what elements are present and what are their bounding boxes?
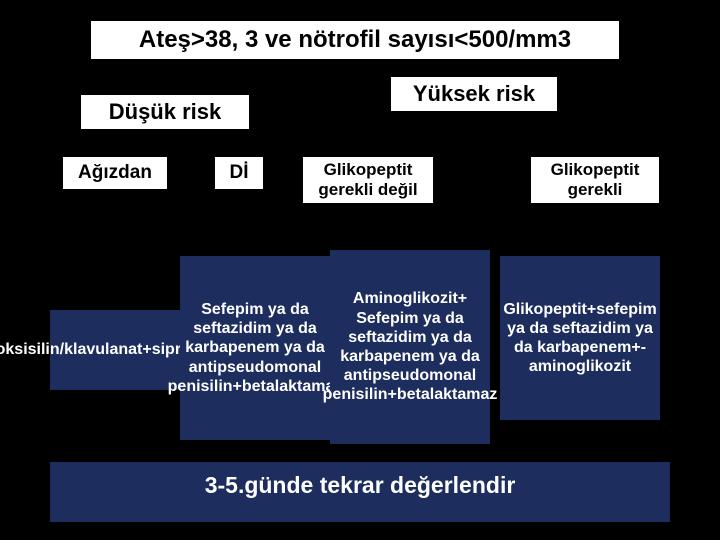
glyno-box: Glikopeptit gerekli değil: [302, 156, 434, 204]
title-text: Ateş>38, 3 ve nötrofil sayısı<500/mm3: [139, 26, 571, 54]
oral-box: Ağızdan: [62, 156, 168, 190]
oral-text: Ağızdan: [78, 162, 152, 184]
di-box: Dİ: [214, 156, 264, 190]
leaf2-box: Sefepim ya da seftazidim ya da karbapene…: [180, 256, 330, 440]
leaf3-text: Aminoglikozit+ Sefepim ya da seftazidim …: [323, 289, 498, 404]
di-text: Dİ: [230, 162, 249, 184]
low-risk-box: Düşük risk: [80, 94, 250, 130]
bottom-bar: 3-5.günde tekrar değerlendir: [50, 462, 670, 522]
title-box: Ateş>38, 3 ve nötrofil sayısı<500/mm3: [90, 20, 620, 60]
glyno-text: Glikopeptit gerekli değil: [309, 160, 427, 199]
glyyes-box: Glikopeptit gerekli: [530, 156, 660, 204]
leaf3-box: Aminoglikozit+ Sefepim ya da seftazidim …: [330, 250, 490, 444]
bottom-text: 3-5.günde tekrar değerlendir: [205, 472, 516, 499]
high-risk-text: Yüksek risk: [413, 81, 535, 106]
leaf2-text: Sefepim ya da seftazidim ya da karbapene…: [168, 300, 343, 396]
leaf4-box: Glikopeptit+sefepim ya da seftazidim ya …: [500, 256, 660, 420]
low-risk-text: Düşük risk: [109, 99, 222, 124]
leaf4-text: Glikopeptit+sefepim ya da seftazidim ya …: [503, 300, 656, 377]
high-risk-box: Yüksek risk: [390, 76, 558, 112]
leaf1-box: Amoksisilin/klavulanat+siprofloksasin: [50, 310, 180, 390]
glyyes-text: Glikopeptit gerekli: [537, 160, 653, 199]
